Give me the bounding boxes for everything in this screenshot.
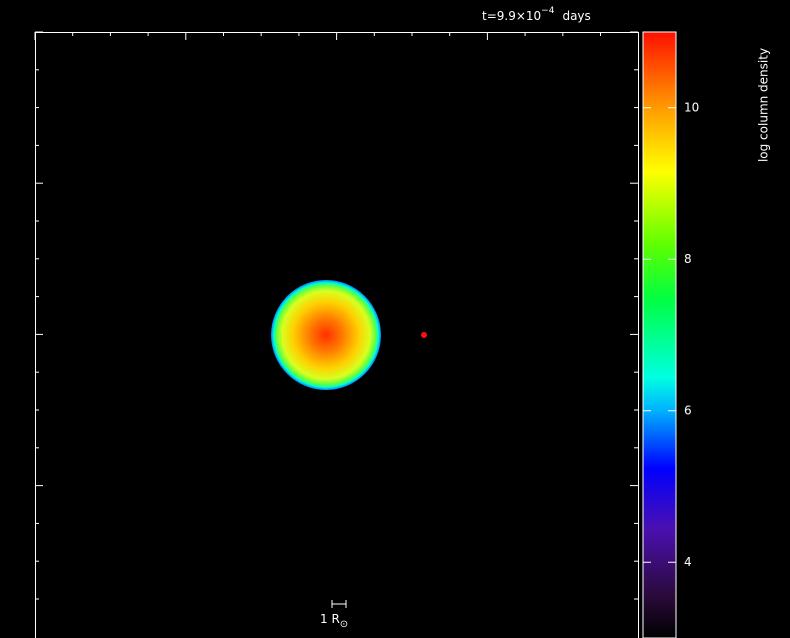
scale-sub: ⊙: [340, 619, 348, 630]
colorbar-tick-label: 10: [684, 100, 699, 114]
star: [271, 280, 381, 390]
page: {"chart_data": {"type": "image", "time_l…: [0, 0, 790, 638]
time-exponent: −4: [541, 6, 555, 16]
scale-text: 1 R: [320, 612, 340, 626]
colorbar: [643, 32, 676, 638]
colorbar-tick-label: 8: [684, 252, 692, 266]
time-text: t=9.9×10: [482, 9, 541, 23]
time-label: t=9.9×10−4 days: [482, 6, 591, 23]
colorbar-label: log column density: [757, 48, 771, 162]
time-unit: days: [562, 9, 590, 23]
colorbar-tick-label: 4: [684, 555, 692, 569]
companion: [421, 332, 427, 338]
render: t=9.9×10−4 days log column density 1 R⊙ 4…: [0, 0, 790, 638]
colorbar-tick-label: 6: [684, 403, 692, 417]
